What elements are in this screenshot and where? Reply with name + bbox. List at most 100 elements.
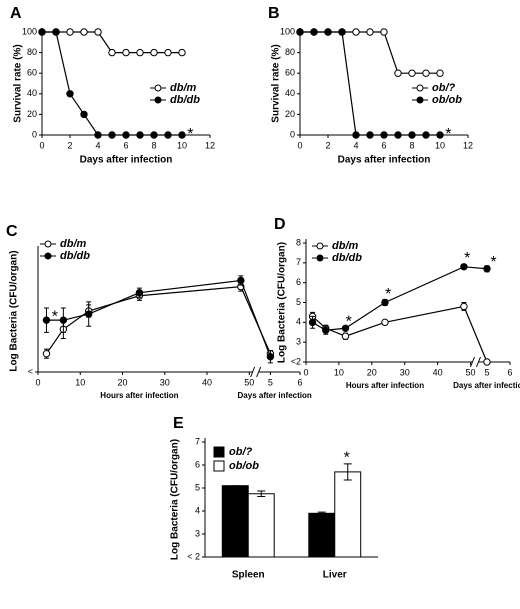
data-point xyxy=(108,48,116,57)
data-point xyxy=(150,131,158,139)
y-axis-label: Log Bacteria (CFU/organ) xyxy=(170,439,181,560)
series-line xyxy=(300,31,440,74)
x-tick-label: 10 xyxy=(177,140,187,150)
y-tick-label: 40 xyxy=(285,88,295,98)
annotation: * xyxy=(385,286,391,303)
legend-marker xyxy=(154,96,162,104)
data-point xyxy=(394,69,402,77)
data-point xyxy=(310,28,318,36)
legend-label: ob/? xyxy=(432,82,455,94)
x-tick-label: 6 xyxy=(507,367,512,377)
bar xyxy=(334,471,362,558)
x-tick-label: 0 xyxy=(297,140,302,150)
y-tick-label: 20 xyxy=(285,109,295,119)
x-axis-label: Days after infection xyxy=(453,381,520,390)
y-tick-label: 100 xyxy=(280,26,295,36)
data-point xyxy=(436,69,444,77)
data-point xyxy=(296,28,304,36)
y-tick-label: 4 xyxy=(195,505,200,515)
y-tick-label: <2 xyxy=(291,356,301,366)
data-point xyxy=(94,28,102,36)
x-tick-label: 20 xyxy=(367,367,377,377)
data-point xyxy=(136,131,144,139)
legend-marker xyxy=(416,84,424,92)
data-point xyxy=(460,263,468,271)
x-tick-label: 50 xyxy=(466,367,476,377)
y-tick-label: 60 xyxy=(285,68,295,78)
legend-marker xyxy=(44,252,52,260)
x-tick-label: Liver xyxy=(323,570,347,581)
data-point xyxy=(308,318,317,327)
data-point xyxy=(42,316,51,324)
y-tick-label: 7 xyxy=(296,257,301,267)
data-point xyxy=(150,48,158,57)
axis-break xyxy=(472,357,479,367)
y-tick-label: 80 xyxy=(27,47,37,57)
x-tick-label: 10 xyxy=(75,377,85,387)
data-point xyxy=(266,353,275,361)
series-line xyxy=(42,31,182,136)
annotation: * xyxy=(346,314,352,331)
data-point xyxy=(366,28,374,36)
x-tick-label: 30 xyxy=(160,377,170,387)
axis-break xyxy=(475,356,481,368)
x-axis-label: Days after infection xyxy=(80,155,173,166)
data-point xyxy=(94,131,102,139)
data-point xyxy=(237,276,245,285)
data-point xyxy=(66,28,74,36)
y-axis-label: Survival rate (%) xyxy=(13,44,24,122)
y-tick-label: 6 xyxy=(296,277,301,287)
legend-label: db/m xyxy=(332,240,358,252)
data-point xyxy=(436,131,444,139)
x-tick-label: 10 xyxy=(334,367,344,377)
legend-swatch xyxy=(213,460,225,472)
error-bar xyxy=(257,490,266,498)
x-tick-label: 0 xyxy=(35,377,40,387)
panel-label: C xyxy=(6,223,18,240)
x-tick-label: 8 xyxy=(409,140,414,150)
data-point xyxy=(380,131,388,139)
y-tick-label: 4 xyxy=(296,317,301,327)
x-tick-label: 30 xyxy=(400,367,410,377)
x-tick-label: 12 xyxy=(205,140,215,150)
x-tick-label: 8 xyxy=(151,140,156,150)
y-tick-label: 6 xyxy=(195,459,200,469)
y-tick-label: 100 xyxy=(22,26,37,36)
data-point xyxy=(38,28,46,36)
y-tick-label: 7 xyxy=(195,436,200,446)
axis-break xyxy=(256,366,262,378)
x-tick-label: 40 xyxy=(433,367,443,377)
y-axis-label: Log Bacteria (CFU/organ) xyxy=(9,250,20,371)
data-point xyxy=(178,131,186,139)
legend-label: ob/? xyxy=(229,446,252,458)
y-tick-label: 5 xyxy=(296,297,301,307)
data-point xyxy=(408,69,416,77)
legend-label: ob/ob xyxy=(432,94,462,106)
data-point xyxy=(394,131,402,139)
data-point xyxy=(341,332,350,340)
x-tick-label: 6 xyxy=(123,140,128,150)
data-point xyxy=(422,131,430,139)
y-tick-label: 0 xyxy=(290,129,295,139)
annotation: * xyxy=(187,126,193,143)
annotation: * xyxy=(52,308,58,325)
legend-label: db/db xyxy=(332,252,362,264)
x-tick-label: 2 xyxy=(325,140,330,150)
data-point xyxy=(380,28,388,36)
panel-label: A xyxy=(10,5,22,22)
legend-marker xyxy=(154,84,162,92)
series-line xyxy=(45,285,271,355)
x-tick-label: 40 xyxy=(202,377,212,387)
bar xyxy=(221,485,249,558)
x-tick-label: 5 xyxy=(484,367,489,377)
x-tick-label: 50 xyxy=(244,377,254,387)
y-tick-label: < xyxy=(28,366,33,376)
data-point xyxy=(80,28,88,36)
error-bar xyxy=(343,463,352,481)
data-point xyxy=(42,350,51,358)
legend-label: ob/ob xyxy=(229,460,259,472)
data-point xyxy=(164,131,172,139)
y-tick-label: 0 xyxy=(32,129,37,139)
y-tick-label: < 2 xyxy=(187,551,200,561)
